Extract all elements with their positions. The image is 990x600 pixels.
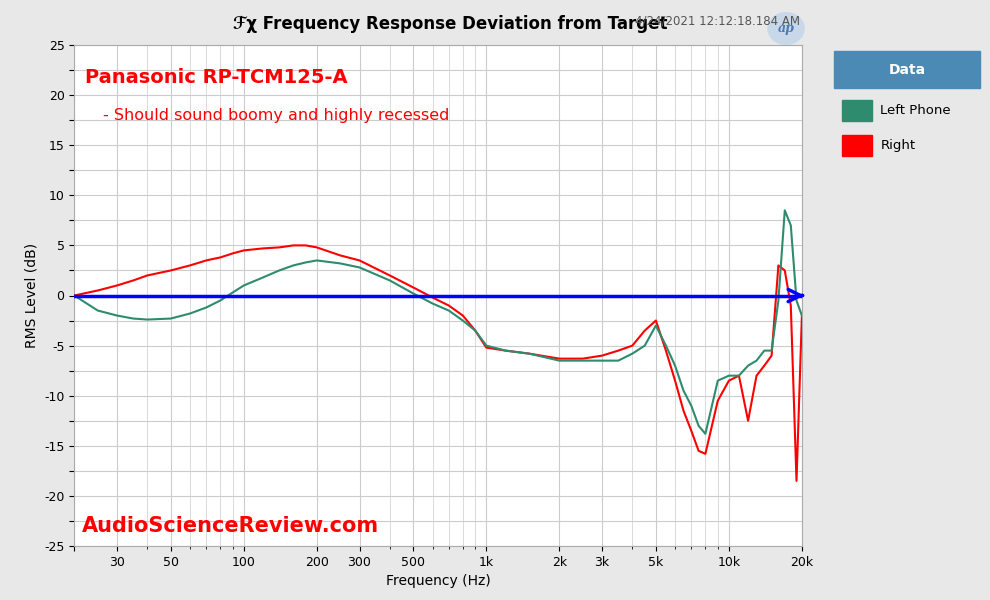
Bar	[842, 100, 871, 121]
Text: ℱχ Frequency Response Deviation from Target: ℱχ Frequency Response Deviation from Tar…	[234, 15, 667, 33]
X-axis label: Frequency (Hz): Frequency (Hz)	[386, 574, 490, 588]
Text: - Should sound boomy and highly recessed: - Should sound boomy and highly recessed	[103, 107, 449, 122]
Text: Right: Right	[880, 139, 916, 152]
Text: Panasonic RP-TCM125-A: Panasonic RP-TCM125-A	[85, 68, 347, 86]
Bar	[842, 135, 871, 156]
Text: AudioScienceReview.com: AudioScienceReview.com	[81, 516, 378, 536]
Circle shape	[768, 13, 804, 44]
Text: ap: ap	[777, 22, 795, 35]
Bar	[834, 51, 980, 88]
Y-axis label: RMS Level (dB): RMS Level (dB)	[25, 243, 39, 348]
Text: 4/24/2021 12:12:18.184 AM: 4/24/2021 12:12:18.184 AM	[635, 15, 800, 28]
Text: Data: Data	[888, 63, 926, 77]
Text: Left Phone: Left Phone	[880, 104, 951, 117]
